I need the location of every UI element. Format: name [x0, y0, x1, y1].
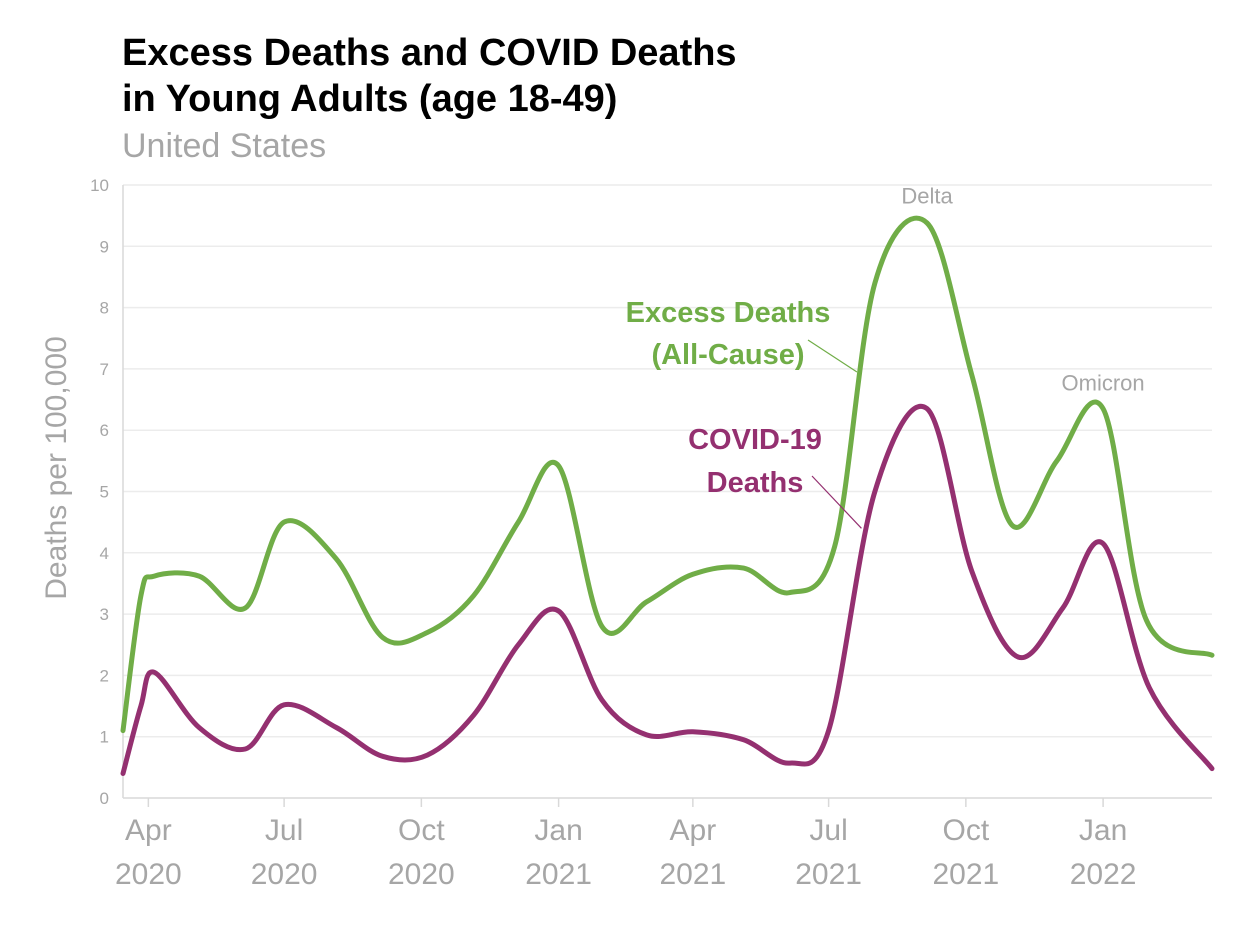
x-tick-label-month: Oct: [943, 814, 990, 847]
chart-subtitle: United States: [122, 127, 327, 165]
axes: [122, 185, 1212, 799]
x-tick-label-month: Jan: [1079, 814, 1127, 847]
y-tick-label: 6: [100, 421, 109, 440]
x-tick-label-year: 2021: [525, 858, 592, 891]
grid-lines: [123, 184, 1212, 738]
series-label-pointers: [807, 339, 862, 529]
series-label-excess-line-1: Excess Deaths: [626, 297, 831, 329]
annotation-omicron: Omicron: [1062, 370, 1145, 395]
y-tick-label: 10: [90, 176, 109, 195]
y-axis-label: Deaths per 100,000: [40, 336, 73, 600]
chart-title-line-1: Excess Deaths and COVID Deaths: [122, 32, 737, 74]
y-axis-ticks: 0 1 2 3 4 5 6 7 8 9 10: [90, 176, 109, 808]
y-tick-label: 2: [100, 666, 109, 685]
annotation-delta: Delta: [901, 183, 953, 208]
covid-label-pointer: [811, 475, 862, 529]
x-tick-label-month: Apr: [125, 814, 172, 847]
x-tick-label-year: 2021: [795, 858, 862, 891]
x-tick-label-month: Apr: [670, 814, 717, 847]
series-labels: Excess Deaths (All-Cause) COVID-19 Death…: [626, 297, 831, 499]
x-tick-label-year: 2020: [115, 858, 182, 891]
y-tick-label: 4: [100, 544, 109, 563]
y-tick-label: 1: [100, 728, 109, 747]
y-tick-label: 8: [100, 299, 109, 318]
annotations: Delta Omicron: [901, 183, 1144, 395]
y-tick-label: 9: [100, 237, 109, 256]
x-tick-label-month: Jul: [265, 814, 303, 847]
y-tick-label: 3: [100, 605, 109, 624]
y-tick-label: 0: [100, 789, 109, 808]
x-tick-label-month: Jul: [809, 814, 847, 847]
x-tick-label-month: Jan: [534, 814, 582, 847]
series-label-covid-line-1: COVID-19: [688, 424, 822, 456]
y-tick-label: 7: [100, 360, 109, 379]
chart-title-line-2: in Young Adults (age 18-49): [122, 78, 618, 120]
series-label-covid-line-2: Deaths: [707, 467, 804, 499]
x-tick-label-year: 2020: [388, 858, 455, 891]
x-tick-label-year: 2020: [251, 858, 318, 891]
excess-deaths-line: [120, 215, 1215, 734]
x-tick-label-month: Oct: [398, 814, 445, 847]
x-tick-label-year: 2021: [659, 858, 726, 891]
x-tick-label-year: 2022: [1070, 858, 1137, 891]
x-tick-label-year: 2021: [932, 858, 999, 891]
covid-deaths-line: [120, 404, 1215, 776]
series-label-excess-line-2: (All-Cause): [651, 339, 804, 371]
excess-label-pointer: [807, 339, 858, 373]
series-lines: [120, 215, 1215, 776]
x-axis-ticks: Apr 2020 Jul 2020 Oct 2020 Jan 2021 Apr 2021 Jul 20…: [115, 798, 1136, 891]
chart-title: Excess Deaths and COVID Deaths in Young …: [122, 30, 737, 122]
y-tick-label: 5: [100, 483, 109, 502]
